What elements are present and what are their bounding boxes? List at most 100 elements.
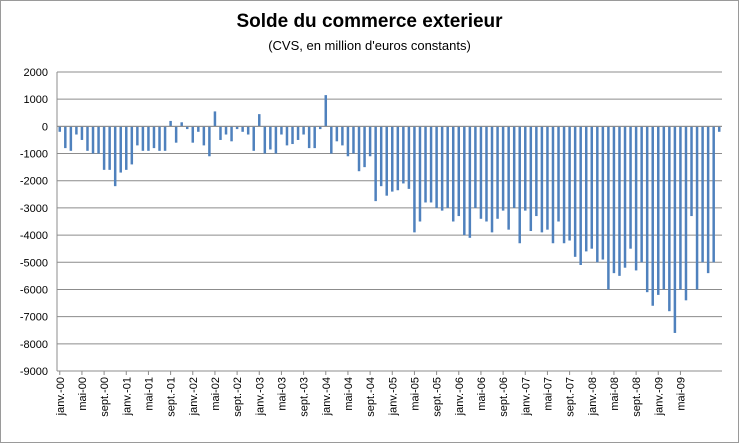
y-tick-label: -9000 xyxy=(20,366,48,378)
bar xyxy=(679,126,682,290)
bar xyxy=(280,126,283,135)
bar xyxy=(97,126,100,154)
bar xyxy=(180,122,183,127)
bar xyxy=(102,126,106,170)
x-tick-label: sept.-01 xyxy=(166,377,178,417)
bar xyxy=(651,126,654,306)
bar xyxy=(474,126,477,208)
bar xyxy=(246,126,250,135)
x-tick-label: mai-00 xyxy=(77,377,89,411)
bar xyxy=(69,126,73,151)
x-tick-label: mai-01 xyxy=(143,377,155,411)
bar xyxy=(191,126,195,143)
y-tick-label: -1000 xyxy=(20,149,48,161)
y-tick-label: -7000 xyxy=(20,312,48,324)
bar xyxy=(501,126,505,211)
x-tick-label: janv.-06 xyxy=(454,377,466,416)
bar xyxy=(119,126,122,173)
bar xyxy=(163,126,167,151)
bar xyxy=(58,126,62,132)
x-tick-label: janv.-00 xyxy=(55,377,67,416)
bar xyxy=(185,126,189,130)
y-tick-label: 2000 xyxy=(24,67,48,79)
chart-title: Solde du commerce exterieur xyxy=(236,11,503,32)
bar xyxy=(130,126,134,165)
bar xyxy=(596,126,599,263)
chart-subtitle: (CVS, en million d'euros constants) xyxy=(268,38,471,53)
bar xyxy=(568,126,571,241)
bar xyxy=(202,126,206,146)
y-tick-label: -8000 xyxy=(20,339,48,351)
bar xyxy=(546,126,549,230)
bar xyxy=(224,126,228,135)
bar xyxy=(440,126,444,211)
x-tick-label: janv.-08 xyxy=(587,377,599,416)
bar xyxy=(557,126,560,222)
x-tick-label: sept.-05 xyxy=(432,377,444,417)
bar xyxy=(335,126,339,142)
bar xyxy=(213,111,217,127)
bar xyxy=(352,126,355,154)
bar xyxy=(529,126,533,232)
bar xyxy=(618,126,621,276)
bar xyxy=(402,126,405,184)
bar xyxy=(717,126,721,132)
bar xyxy=(706,126,710,274)
bar xyxy=(479,126,483,219)
bar xyxy=(169,120,172,127)
y-tick-label: -3000 xyxy=(20,203,48,215)
bar xyxy=(368,126,372,157)
x-tick-label: sept.-03 xyxy=(299,377,311,417)
bar xyxy=(540,126,544,233)
x-tick-label: mai-06 xyxy=(476,377,488,411)
bar xyxy=(64,126,67,149)
bar xyxy=(668,126,671,312)
bar xyxy=(579,126,582,265)
bar xyxy=(318,126,322,130)
bar xyxy=(690,126,693,217)
bar xyxy=(518,126,521,244)
x-tick-label: janv.-02 xyxy=(188,377,200,416)
bar xyxy=(302,126,305,135)
bar xyxy=(490,126,494,233)
bar xyxy=(634,126,638,271)
bar xyxy=(324,95,328,127)
bar xyxy=(235,126,239,130)
bar xyxy=(86,126,89,151)
bar xyxy=(341,126,344,146)
bar xyxy=(645,126,649,293)
x-tick-label: sept.-02 xyxy=(232,377,244,417)
y-tick-label: -4000 xyxy=(20,230,48,242)
x-tick-label: janv.-01 xyxy=(121,377,133,416)
bar xyxy=(330,126,333,154)
bar xyxy=(91,126,95,154)
bar xyxy=(113,126,117,187)
x-tick-label: sept.-04 xyxy=(365,377,377,417)
bar xyxy=(374,126,377,202)
bar xyxy=(396,126,400,191)
y-tick-label: 0 xyxy=(42,121,48,133)
bar xyxy=(612,126,616,274)
x-tick-label: mai-03 xyxy=(276,377,288,411)
bar xyxy=(75,126,78,135)
bar xyxy=(507,126,510,230)
bar xyxy=(684,126,688,301)
bar xyxy=(712,126,715,263)
x-tick-label: mai-02 xyxy=(210,377,222,411)
bar xyxy=(230,126,233,142)
bar xyxy=(197,126,200,132)
x-tick-label: mai-09 xyxy=(675,377,687,411)
bar xyxy=(695,126,699,290)
bar xyxy=(496,126,499,219)
bar xyxy=(512,126,516,208)
bar xyxy=(158,126,161,151)
y-tick-label: -5000 xyxy=(20,257,48,269)
x-tick-label: mai-08 xyxy=(609,377,621,411)
bar xyxy=(363,126,366,168)
bar xyxy=(285,126,289,146)
bar xyxy=(413,126,416,233)
bar xyxy=(147,126,150,151)
bar xyxy=(629,126,632,249)
bar xyxy=(424,126,427,203)
